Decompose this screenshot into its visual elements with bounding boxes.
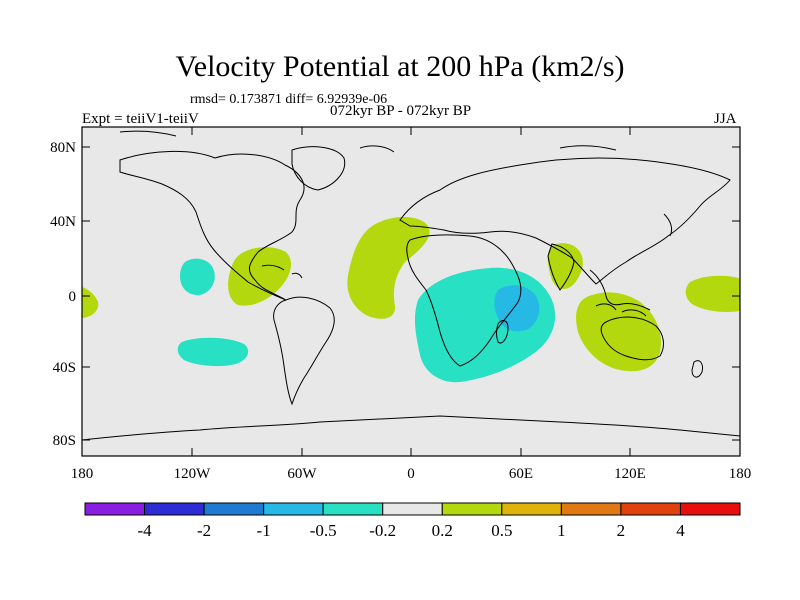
fill-pos-caribbean <box>228 247 292 306</box>
colorbar-swatch <box>560 502 622 516</box>
period-line: 072kyr BP - 072kyr BP <box>330 103 472 119</box>
lon-tick-label: 120E <box>614 466 646 482</box>
lat-tick-label: 40N <box>50 214 76 230</box>
colorbar-label: -0.2 <box>369 521 396 540</box>
lon-tick-label: 0 <box>407 466 415 482</box>
colorbar-swatch <box>441 502 503 516</box>
fill-neg-south-pacific <box>177 337 249 367</box>
colorbar-label: 0.5 <box>491 521 512 540</box>
colorbar-label: 4 <box>676 521 685 540</box>
fill-pos-india <box>547 243 583 289</box>
colorbar-label: -0.5 <box>310 521 337 540</box>
fill-pos-atlantic <box>347 217 430 319</box>
colorbar-swatch <box>263 502 324 516</box>
lon-tick-label: 120W <box>174 466 212 482</box>
colorbar-swatch <box>144 502 205 516</box>
colorbar-swatch <box>679 502 741 516</box>
chart-title: Velocity Potential at 200 hPa (km2/s) <box>175 50 625 83</box>
map-background <box>82 127 740 456</box>
experiment-label: Expt = teiiV1-teiiV <box>82 111 199 127</box>
colorbar-swatch <box>620 502 681 516</box>
lat-tick-label: 80S <box>53 433 76 449</box>
colorbar-label: 2 <box>617 521 626 540</box>
colorbar-label: 1 <box>557 521 566 540</box>
fill-pos-west-edge <box>82 287 99 318</box>
lat-tick-label: 40S <box>53 360 76 376</box>
colorbar-label: -2 <box>197 521 211 540</box>
colorbar-label: 0.2 <box>432 521 453 540</box>
colorbar-swatch <box>203 502 265 516</box>
lon-tick-label: 180 <box>71 466 94 482</box>
lon-axis: 180 120W 60W 0 60E 120E 180 <box>71 127 752 482</box>
stats-line: rmsd= 0.173871 diff= 6.92939e-06 <box>190 92 388 107</box>
fill-pos-pacific <box>685 275 740 312</box>
coastlines <box>82 130 740 441</box>
lat-tick-label: 80N <box>50 140 76 156</box>
colorbar-swatch <box>322 502 384 516</box>
fill-neg-central-pacific <box>180 258 215 296</box>
lon-tick-label: 60E <box>509 466 533 482</box>
contour-fills <box>82 130 740 441</box>
lat-tick-label: 0 <box>69 289 77 305</box>
lat-axis: 80N 40N 0 40S 80S <box>50 140 740 449</box>
colorbar: -4 -2 -1 -0.5 -0.2 0.2 0.5 1 2 4 <box>84 502 741 540</box>
colorbar-swatch <box>84 502 146 516</box>
lon-tick-label: 180 <box>729 466 752 482</box>
colorbar-swatch <box>501 502 562 516</box>
lon-tick-label: 60W <box>287 466 317 482</box>
colorbar-label: -4 <box>137 521 152 540</box>
season-label: JJA <box>714 111 737 127</box>
colorbar-label: -1 <box>257 521 271 540</box>
fill-neg-core <box>494 285 540 332</box>
colorbar-swatch <box>382 502 443 516</box>
